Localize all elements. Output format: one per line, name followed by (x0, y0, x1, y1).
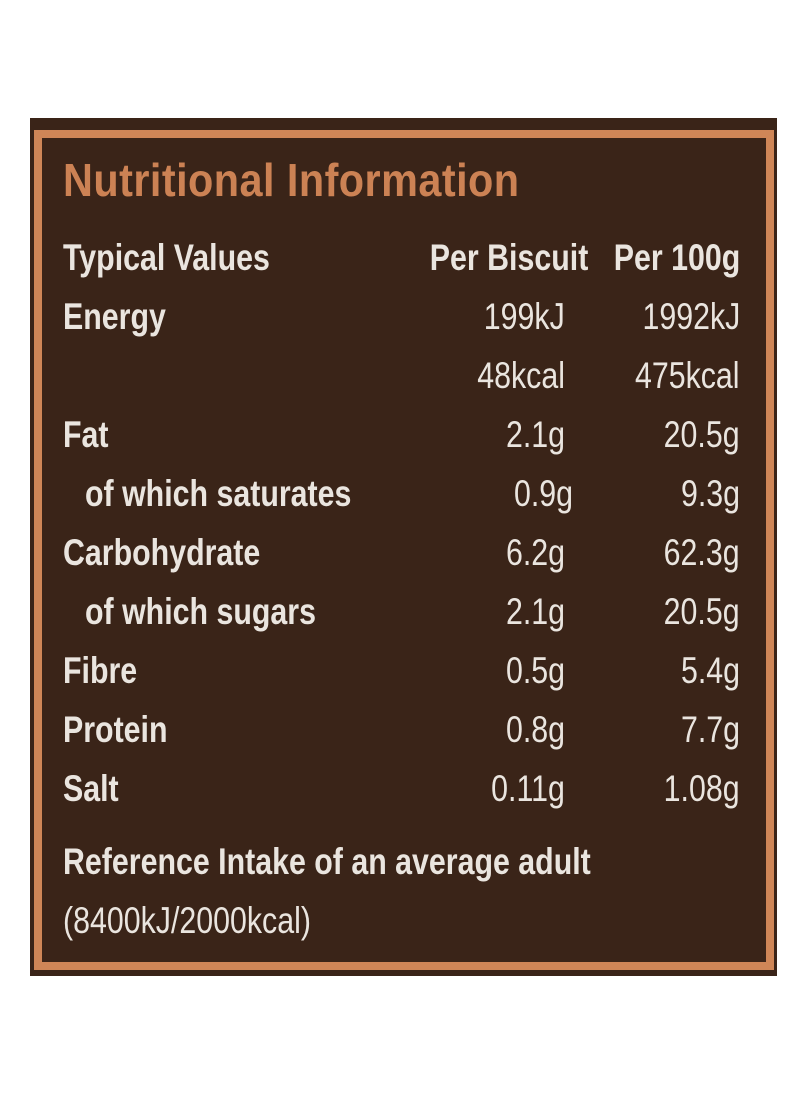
value-per-biscuit: 0.11g (491, 767, 565, 809)
row-label: of which sugars (85, 590, 316, 632)
table-body: Energy 199kJ 1992kJ 48kcal 475kcal Fat 2… (63, 287, 740, 818)
value-per-biscuit: 2.1g (505, 590, 565, 632)
table-row: Carbohydrate 6.2g 62.3g (63, 523, 740, 582)
page-title-text: Nutritional Information (63, 154, 520, 206)
row-label: of which saturates (85, 472, 352, 514)
table-row: Energy 199kJ 1992kJ (63, 287, 740, 346)
panel-content: Nutritional Information Typical Values P… (42, 138, 765, 962)
table-row: of which sugars 2.1g 20.5g (63, 582, 740, 641)
nutrition-table: Typical Values Per Biscuit Per 100g Ener… (63, 228, 740, 818)
table-header-row: Typical Values Per Biscuit Per 100g (63, 228, 740, 287)
value-per-100g: 1.08g (664, 767, 740, 809)
table-row: of which saturates 0.9g 9.3g (63, 464, 740, 523)
table-row: Salt 0.11g 1.08g (63, 759, 740, 818)
value-per-biscuit: 199kJ (484, 295, 565, 337)
copper-border-frame (34, 130, 774, 970)
value-per-100g: 62.3g (664, 531, 740, 573)
header-typical-values: Typical Values (63, 236, 270, 278)
reference-intake-line1: Reference Intake of an average adult (63, 841, 591, 882)
table-row: Fibre 0.5g 5.4g (63, 641, 740, 700)
row-label: Carbohydrate (63, 531, 261, 573)
value-per-100g: 475kcal (635, 354, 740, 396)
value-per-biscuit: 0.9g (513, 472, 573, 514)
row-label: Fat (63, 413, 109, 455)
table-row: 48kcal 475kcal (63, 346, 740, 405)
row-label: Energy (63, 295, 166, 337)
reference-intake-note: Reference Intake of an average adult (84… (63, 832, 740, 950)
value-per-100g: 1992kJ (642, 295, 740, 337)
value-per-100g: 20.5g (664, 590, 740, 632)
value-per-biscuit: 0.8g (505, 708, 565, 750)
header-per-100g: Per 100g (613, 236, 740, 278)
table-row: Fat 2.1g 20.5g (63, 405, 740, 464)
value-per-biscuit: 6.2g (505, 531, 565, 573)
row-label: Protein (63, 708, 168, 750)
value-per-100g: 20.5g (664, 413, 740, 455)
table-row: Protein 0.8g 7.7g (63, 700, 740, 759)
row-label: Salt (63, 767, 119, 809)
value-per-100g: 5.4g (680, 649, 740, 691)
value-per-100g: 7.7g (680, 708, 740, 750)
page-title: Nutritional Information (63, 152, 740, 208)
value-per-100g: 9.3g (680, 472, 740, 514)
value-per-biscuit: 48kcal (477, 354, 565, 396)
reference-intake-line2: (8400kJ/2000kcal) (63, 900, 311, 941)
header-per-biscuit: Per Biscuit (429, 236, 589, 278)
nutrition-panel: Nutritional Information Typical Values P… (30, 118, 777, 976)
row-label: Fibre (63, 649, 138, 691)
value-per-biscuit: 2.1g (505, 413, 565, 455)
row-label (63, 355, 395, 397)
value-per-biscuit: 0.5g (505, 649, 565, 691)
